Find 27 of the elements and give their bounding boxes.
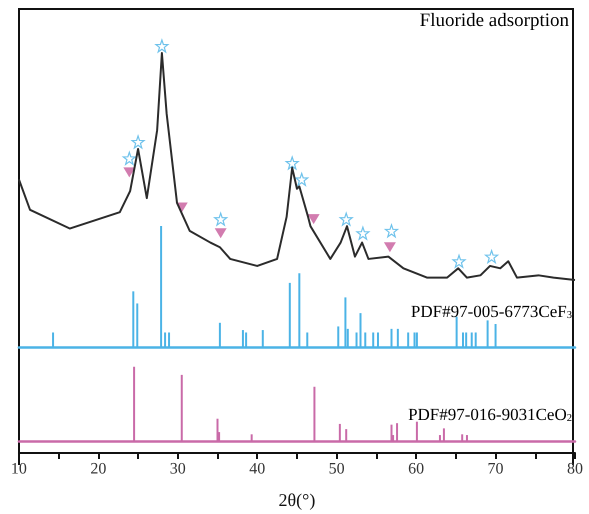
x-tick-label: 80: [567, 460, 583, 478]
x-tick-label: 40: [249, 460, 266, 478]
series-label: PDF#97-005-6773CeF3: [410, 302, 572, 321]
x-tick-label: 50: [328, 460, 345, 478]
point: [384, 224, 398, 238]
point: [286, 156, 299, 170]
point: [384, 242, 396, 252]
x-tick-label: 70: [488, 460, 504, 478]
point: [308, 214, 320, 224]
point: [123, 167, 136, 178]
point: [340, 212, 353, 226]
series-label: PDF#97-016-9031CeO2: [408, 405, 572, 424]
point: [122, 152, 136, 165]
point: [131, 135, 145, 149]
point: [214, 228, 227, 238]
x-tick-label: 10: [10, 460, 27, 478]
point: [356, 226, 370, 240]
point: [214, 212, 228, 226]
point: [295, 172, 308, 186]
point: [484, 250, 498, 264]
point: [452, 254, 466, 268]
x-tick-label: 20: [90, 460, 106, 478]
text: Fluoride adsorption: [420, 10, 570, 31]
point: [155, 39, 168, 53]
x-tick-label: 60: [408, 460, 424, 478]
x-axis-title: 2θ(°): [278, 490, 316, 510]
x-tick-label: 30: [170, 460, 186, 478]
